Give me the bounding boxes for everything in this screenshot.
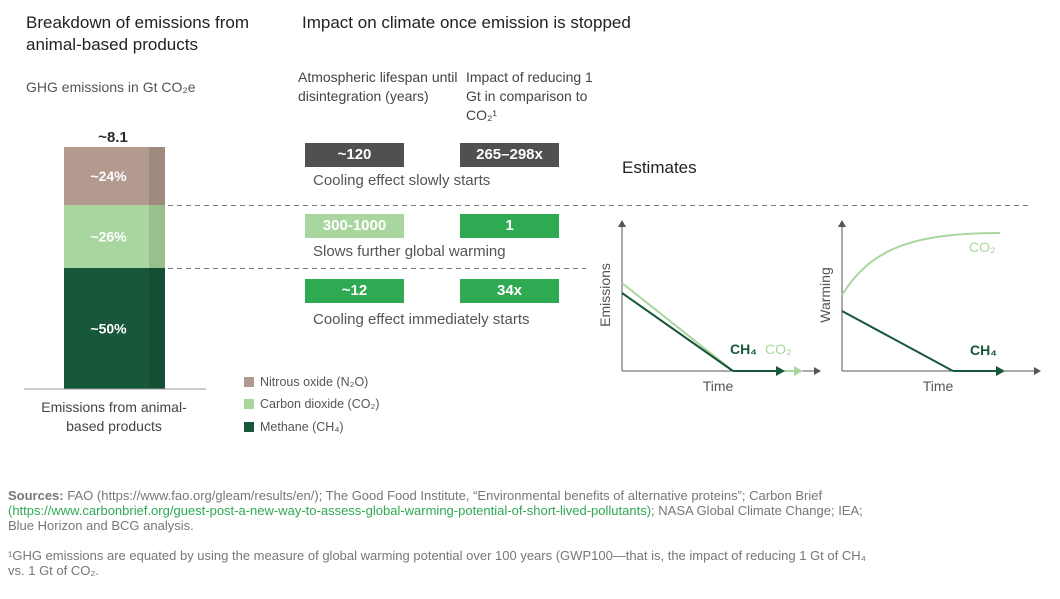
legend-swatch-n2o xyxy=(244,377,254,387)
legend-label-n2o: Nitrous oxide (N₂O) xyxy=(260,375,369,389)
bar-label-n2o: ~24% xyxy=(90,168,127,184)
emissions-ch4-line xyxy=(621,292,734,372)
bar-label-co2: ~26% xyxy=(90,229,127,245)
emissions-chart: Emissions Time CH₄ CO₂ xyxy=(597,220,821,394)
x-axis-label: Emissions from animal-based products xyxy=(41,399,187,434)
footnote: ¹GHG emissions are equated by using the … xyxy=(8,548,1053,578)
warming-ch4-label: CH₄ xyxy=(970,342,997,358)
lifespan-ch4: ~12 xyxy=(305,279,404,303)
sources-text-3: Blue Horizon and BCG analysis. xyxy=(8,518,194,533)
lifespan-co2: 300-1000 xyxy=(305,214,404,238)
lifespan-header: Atmospheric lifespan until disintegratio… xyxy=(298,69,458,104)
stacked-bar-chart: ~8.1 ~50% ~26% ~24% xyxy=(24,129,206,390)
bar-shade-co2 xyxy=(149,205,165,268)
footnote-line-2: vs. 1 Gt of CO₂. xyxy=(8,563,100,578)
warming-x-arrow xyxy=(1034,367,1041,375)
legend-swatch-co2 xyxy=(244,399,254,409)
legend-item-co2: Carbon dioxide (CO₂) xyxy=(244,397,379,411)
warming-co2-curve xyxy=(841,232,1001,296)
footnote-line-1: ¹GHG emissions are equated by using the … xyxy=(8,548,866,563)
impact-n2o: 265–298x xyxy=(460,143,559,167)
warming-y-arrow xyxy=(838,220,846,227)
warming-ch4-line xyxy=(841,310,954,372)
warming-chart: Warming Time CH₄ CO₂ xyxy=(817,220,1041,394)
warming-ylabel: Warming xyxy=(817,267,833,323)
desc-ch4: Cooling effect immediately starts xyxy=(313,311,530,328)
emissions-y-arrow xyxy=(618,220,626,227)
legend-item-ch4: Methane (CH₄) xyxy=(244,420,344,434)
warming-ch4-arrow xyxy=(996,366,1005,376)
emissions-ch4-arrow xyxy=(776,366,785,376)
emissions-co2-arrow xyxy=(794,366,803,376)
sources-link[interactable]: (https://www.carbonbrief.org/guest-post-… xyxy=(8,503,652,518)
bar-group: ~50% ~26% ~24% xyxy=(64,147,165,389)
total-label: ~8.1 xyxy=(98,129,128,146)
bar-segment-n2o xyxy=(64,147,165,206)
desc-co2: Slows further global warming xyxy=(313,243,506,260)
emissions-co2-label: CO₂ xyxy=(765,341,791,357)
separator-lines xyxy=(168,205,1030,269)
legend-swatch-ch4 xyxy=(244,422,254,432)
emissions-xlabel: Time xyxy=(703,378,734,394)
desc-n2o: Cooling effect slowly starts xyxy=(313,172,491,189)
sources-text-2: ; NASA Global Climate Change; IEA; xyxy=(651,503,863,518)
impact-header: Impact of reducing 1 Gt in comparison to… xyxy=(466,69,593,123)
legend-item-n2o: Nitrous oxide (N₂O) xyxy=(244,375,368,389)
impact-ch4: 34x xyxy=(460,279,559,303)
sources-label: Sources: xyxy=(8,488,64,503)
warming-co2-label: CO₂ xyxy=(969,239,995,255)
emissions-ylabel: Emissions xyxy=(597,263,613,327)
bar-shade-ch4 xyxy=(149,268,165,389)
left-title: Breakdown of emissions from animal-based… xyxy=(26,13,249,54)
legend-label-ch4: Methane (CH₄) xyxy=(260,420,344,434)
left-subtitle: GHG emissions in Gt CO₂e xyxy=(26,79,196,95)
lifespan-n2o: ~120 xyxy=(305,143,404,167)
warming-xlabel: Time xyxy=(923,378,954,394)
sources-text-1: FAO (https://www.fao.org/gleam/results/e… xyxy=(67,488,823,503)
emissions-co2-line xyxy=(621,282,734,372)
middle-title: Impact on climate once emission is stopp… xyxy=(302,13,631,32)
legend-label-co2: Carbon dioxide (CO₂) xyxy=(260,397,380,411)
sources: Sources: FAO (https://www.fao.org/gleam/… xyxy=(8,488,1053,533)
bar-shade-n2o xyxy=(149,147,165,206)
bar-segment-ch4 xyxy=(64,268,165,389)
bar-label-ch4: ~50% xyxy=(90,321,127,337)
emissions-x-arrow xyxy=(814,367,821,375)
bar-segment-co2 xyxy=(64,205,165,268)
impact-co2: 1 xyxy=(460,214,559,238)
emissions-ch4-label: CH₄ xyxy=(730,341,757,357)
estimates-title: Estimates xyxy=(622,158,697,177)
